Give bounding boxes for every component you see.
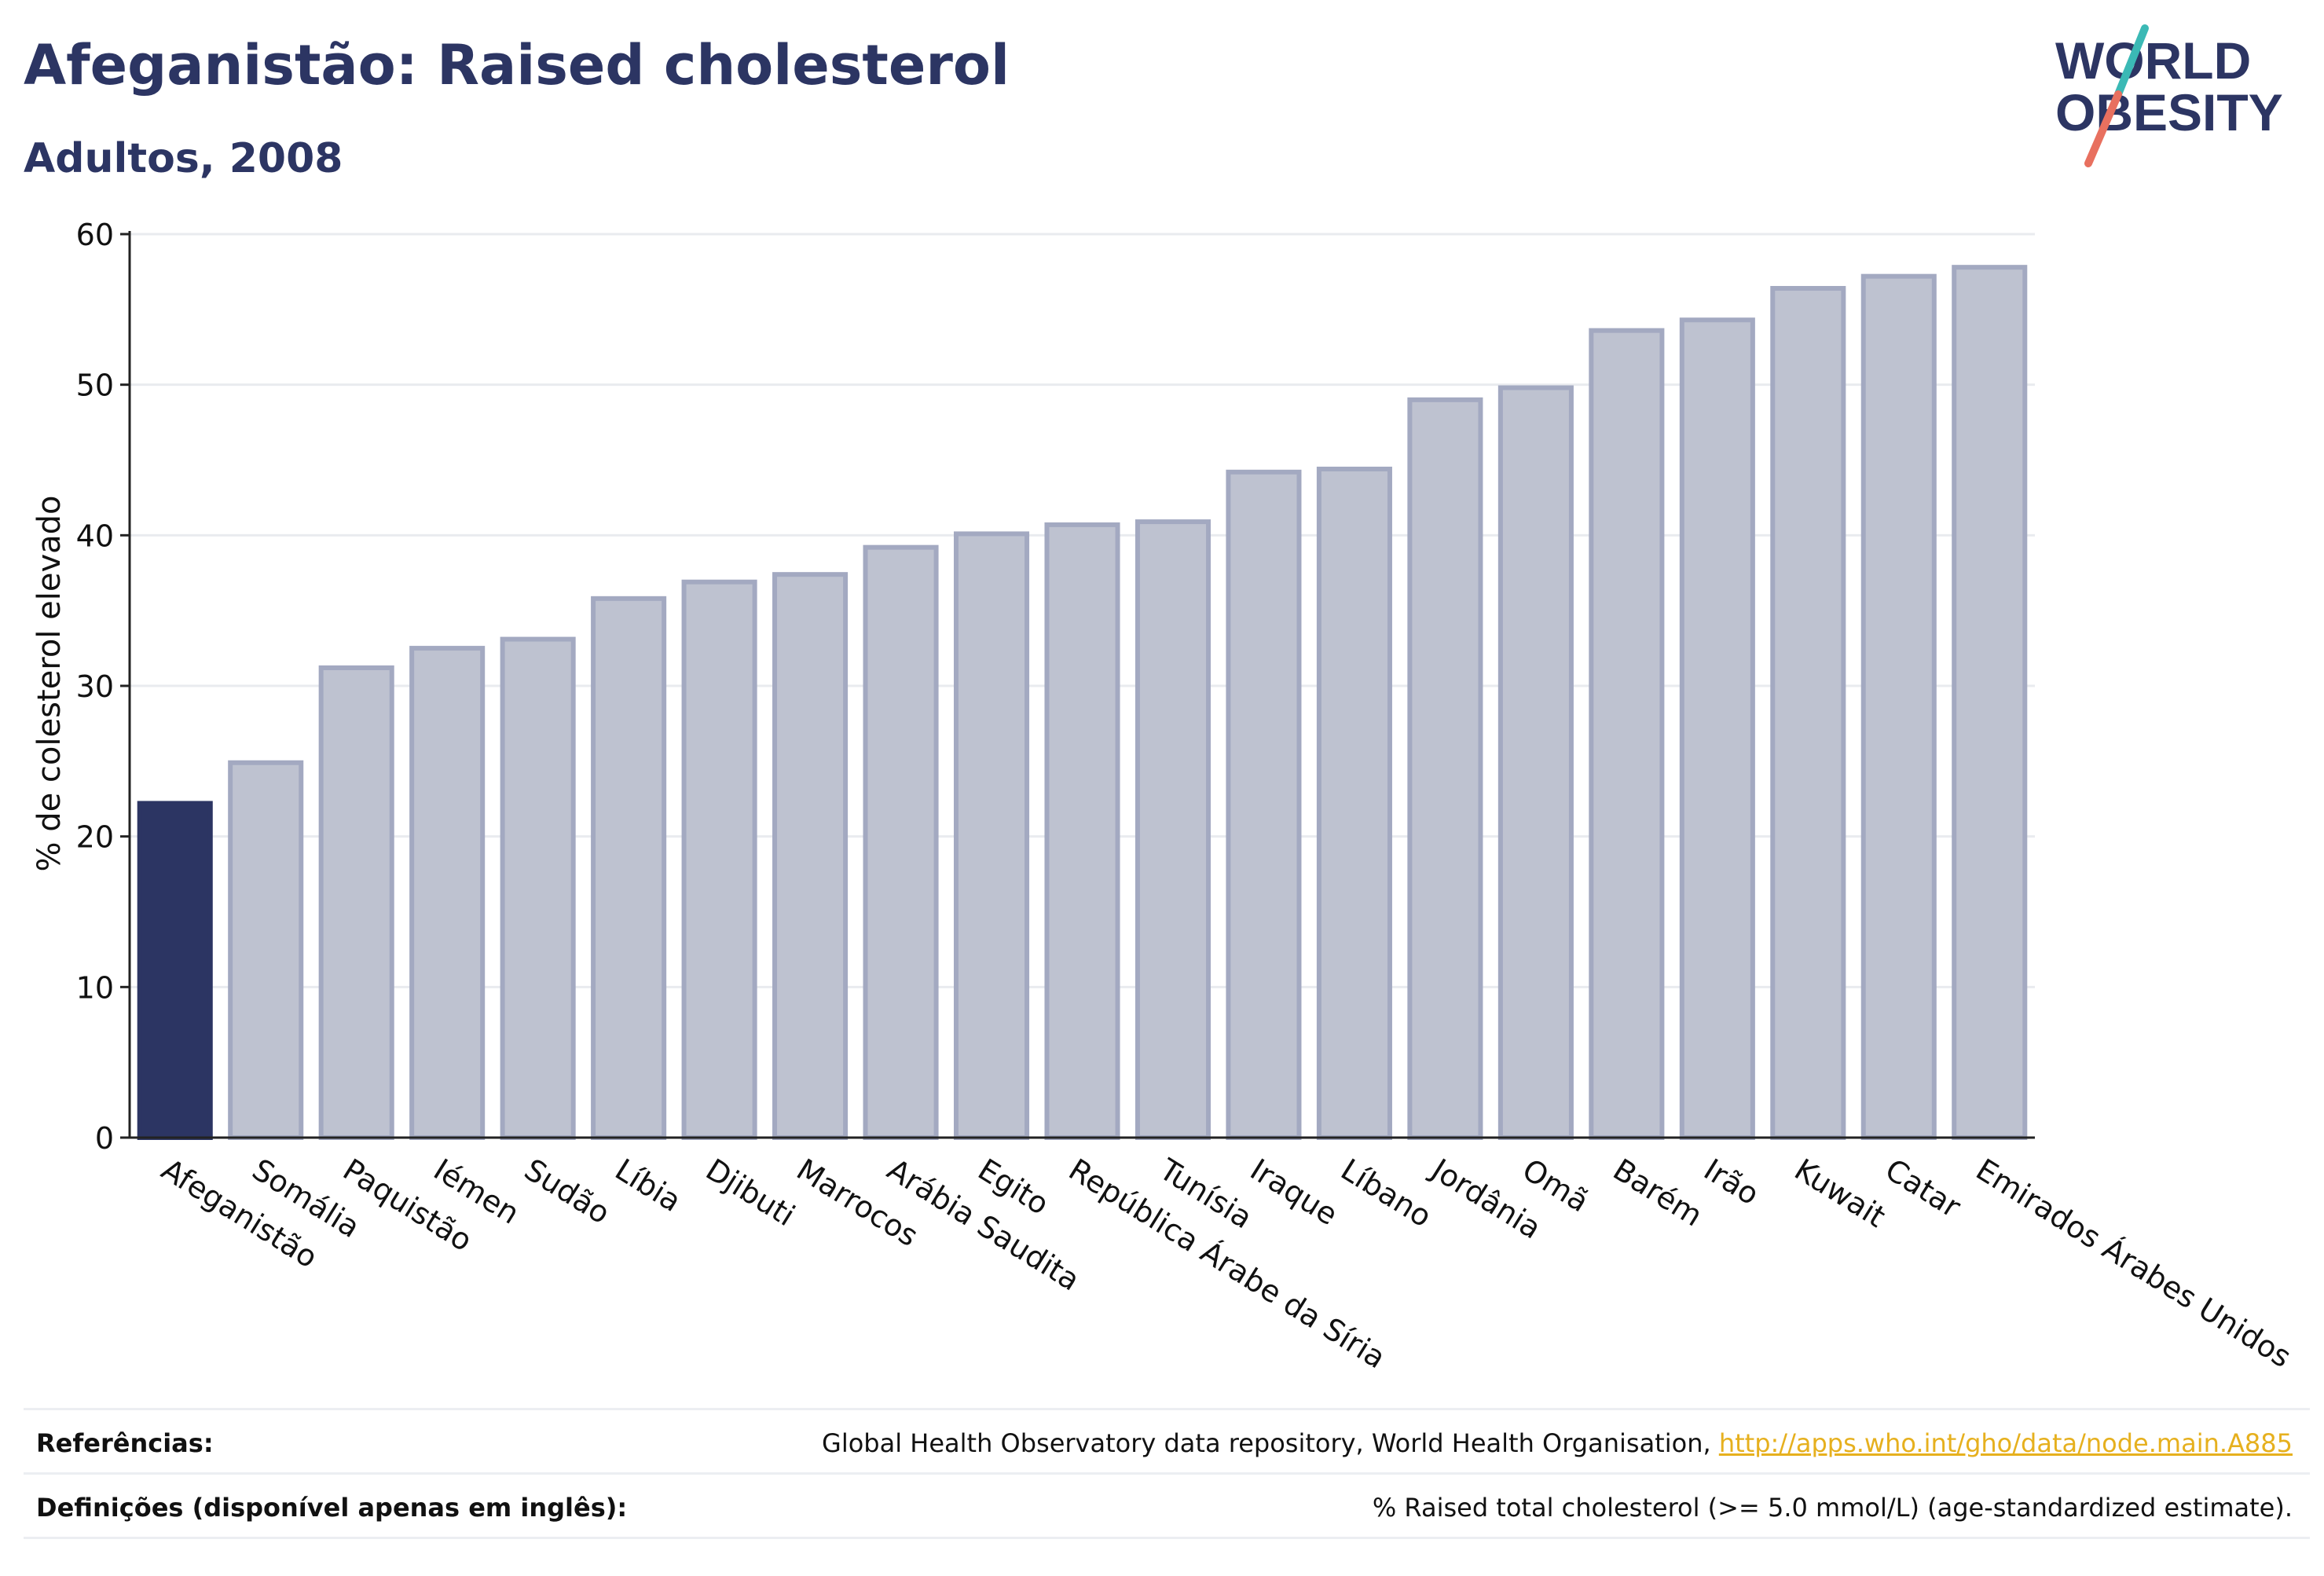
x-tick-label: Emirados Árabes Unidos <box>1970 1152 2297 1374</box>
references-text: Global Health Observatory data repositor… <box>822 1428 2293 1458</box>
bar[interactable] <box>953 531 1030 1140</box>
definitions-text: % Raised total cholesterol (>= 5.0 mmol/… <box>1372 1493 2293 1523</box>
y-tick-label: 50 <box>76 368 114 403</box>
x-tick-label: Djibuti <box>700 1152 801 1233</box>
bar[interactable] <box>1770 286 1846 1140</box>
x-tick-label: Líbia <box>609 1152 687 1219</box>
bar[interactable] <box>1679 317 1755 1140</box>
definitions-label: Definições (disponível apenas em inglês)… <box>36 1493 628 1523</box>
x-tick-label: Líbano <box>1335 1152 1438 1233</box>
bar[interactable] <box>1952 265 2028 1141</box>
bar[interactable] <box>591 596 667 1140</box>
bar[interactable] <box>318 665 394 1140</box>
logo-slash-coral <box>2084 90 2122 167</box>
bar[interactable] <box>137 801 213 1140</box>
x-tick-label: Catar <box>1879 1152 1967 1224</box>
bar[interactable] <box>1589 328 1665 1141</box>
y-axis-label: % de colesterol elevado <box>31 495 68 871</box>
bars <box>137 265 2028 1141</box>
bar[interactable] <box>1044 522 1120 1140</box>
footer-divider-top <box>24 1408 2310 1410</box>
world-obesity-logo[interactable]: WORLD OBESITY <box>2043 22 2310 171</box>
bar[interactable] <box>409 646 486 1140</box>
y-tick-label: 0 <box>95 1121 114 1156</box>
bar[interactable] <box>1135 519 1211 1140</box>
chart-title: Afeganistão: Raised cholesterol <box>24 33 1010 97</box>
footer-divider-middle <box>24 1472 2310 1475</box>
x-tick-label: Kuwait <box>1789 1152 1892 1234</box>
bar[interactable] <box>1226 469 1302 1140</box>
bar[interactable] <box>500 636 576 1140</box>
logo-text-world: WORLD <box>2055 31 2251 90</box>
references-label: Referências: <box>36 1428 214 1458</box>
logo-slash-teal <box>2114 24 2149 98</box>
bar[interactable] <box>1860 273 1937 1141</box>
bar[interactable] <box>681 579 757 1140</box>
references-link[interactable]: http://apps.who.int/gho/data/node.main.A… <box>1718 1428 2293 1458</box>
logo-text-obesity: OBESITY <box>2055 83 2283 141</box>
footer-divider-bottom <box>24 1537 2310 1539</box>
bar[interactable] <box>228 760 304 1140</box>
y-tick-label: 10 <box>76 970 114 1005</box>
y-tick-label: 30 <box>76 669 114 704</box>
y-tick-label: 40 <box>76 519 114 553</box>
x-tick-label: Barém <box>1607 1152 1709 1233</box>
bar[interactable] <box>772 572 849 1140</box>
x-tick-label: Iraque <box>1244 1152 1344 1232</box>
bar[interactable] <box>863 544 939 1140</box>
bar-chart: 0102030405060AfeganistãoSomáliaPaquistão… <box>31 218 2297 1376</box>
x-tick-label: Sudão <box>519 1152 616 1230</box>
bar[interactable] <box>1316 467 1392 1140</box>
references-source: Global Health Observatory data repositor… <box>822 1428 1719 1458</box>
y-tick-label: 20 <box>76 820 114 855</box>
bar[interactable] <box>1407 397 1483 1141</box>
y-tick-label: 60 <box>76 218 114 252</box>
chart-subtitle: Adultos, 2008 <box>24 135 343 182</box>
bar[interactable] <box>1497 385 1574 1140</box>
